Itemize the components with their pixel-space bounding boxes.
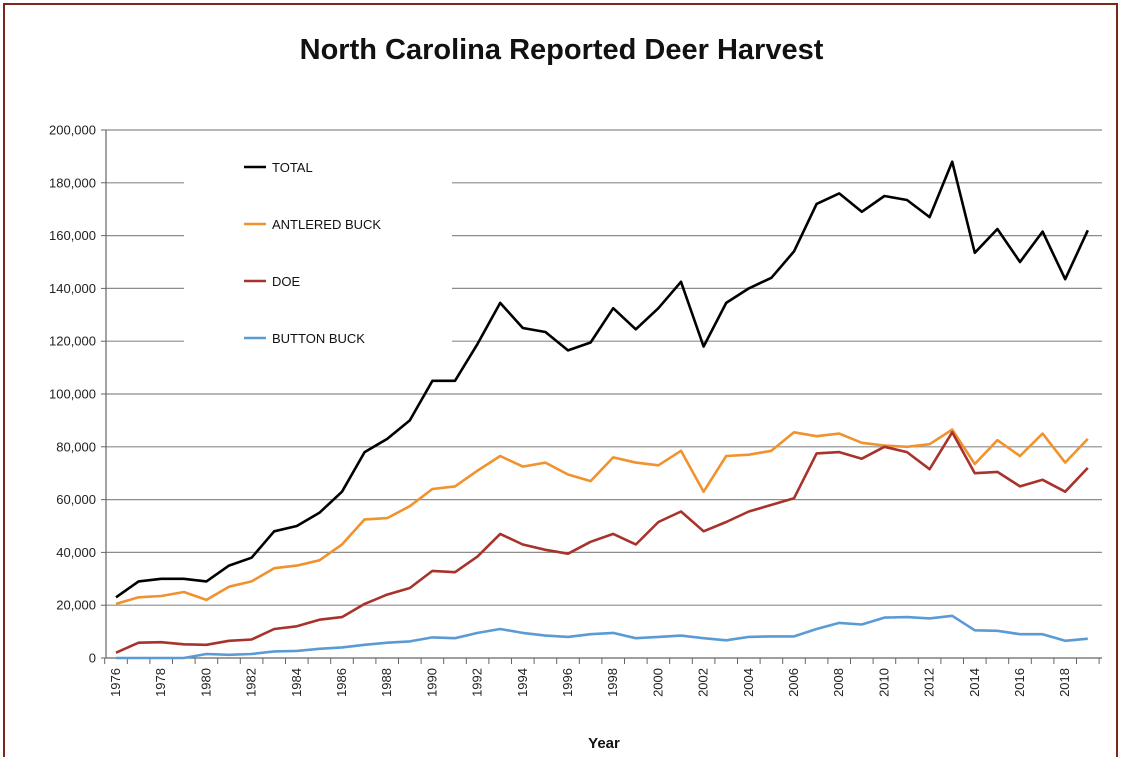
x-tick-label: 1986 [334, 668, 349, 697]
x-tick-label: 2002 [696, 668, 711, 697]
x-tick-label: 1990 [424, 668, 439, 697]
y-tick-label: 100,000 [49, 387, 96, 402]
x-tick-label: 1984 [289, 668, 304, 697]
y-tick-label: 40,000 [56, 545, 96, 560]
legend-label-doe: DOE [272, 274, 301, 289]
x-tick-label: 1988 [379, 668, 394, 697]
series-line-total [115, 160, 1089, 599]
series-line-button-buck [116, 614, 1088, 660]
x-axis-label: Year [588, 735, 620, 752]
x-tick-label: 1992 [470, 668, 485, 697]
y-tick-label: 0 [89, 651, 96, 666]
x-tick-label: 2014 [967, 668, 982, 697]
x-tick-label: 2010 [876, 668, 891, 697]
y-tick-label: 80,000 [56, 439, 96, 454]
x-tick-label: 2000 [650, 668, 665, 697]
series-line-antlered-buck [115, 428, 1089, 606]
y-tick-label: 140,000 [49, 281, 96, 296]
chart-title: North Carolina Reported Deer Harvest [299, 34, 824, 66]
y-tick-label: 20,000 [56, 598, 96, 613]
legend-box [184, 140, 452, 370]
x-tick-label: 2004 [741, 668, 756, 697]
y-tick-label: 180,000 [49, 175, 96, 190]
x-tick-label: 1976 [108, 668, 123, 697]
x-tick-label: 1982 [244, 668, 259, 697]
x-tick-label: 1994 [515, 668, 530, 697]
chart-frame [3, 3, 1118, 757]
legend-label-button-buck: BUTTON BUCK [272, 331, 365, 346]
legend: TOTAL ANTLERED BUCK DOE BUTTON BUCK [184, 140, 452, 370]
y-tick-label: 160,000 [49, 228, 96, 243]
legend-label-total: TOTAL [272, 160, 313, 175]
x-tick-label: 2012 [922, 668, 937, 697]
x-tick-label: 2008 [831, 668, 846, 697]
x-tick-label: 2018 [1057, 668, 1072, 697]
x-tick-label: 1998 [605, 668, 620, 697]
x-tick-label: 1980 [198, 668, 213, 697]
x-tick-label: 2006 [786, 668, 801, 697]
x-tick-labels: 1976 1978 1980 1982 1984 1986 1988 1990 1992 1994… [108, 668, 1072, 697]
series-lines [115, 160, 1089, 660]
axes [101, 129, 1102, 664]
x-tick-label: 1978 [153, 668, 168, 697]
y-tick-label: 200,000 [49, 123, 96, 138]
y-tick-label: 60,000 [56, 492, 96, 507]
series-line-doe [115, 430, 1089, 654]
x-tick-label: 1996 [560, 668, 575, 697]
y-tick-labels: 0 20,000 40,000 60,000 80,000 100,000 120,000 1… [49, 123, 96, 666]
x-tick-label: 2016 [1012, 668, 1027, 697]
y-tick-label: 120,000 [49, 334, 96, 349]
legend-label-antlered-buck: ANTLERED BUCK [272, 217, 381, 232]
